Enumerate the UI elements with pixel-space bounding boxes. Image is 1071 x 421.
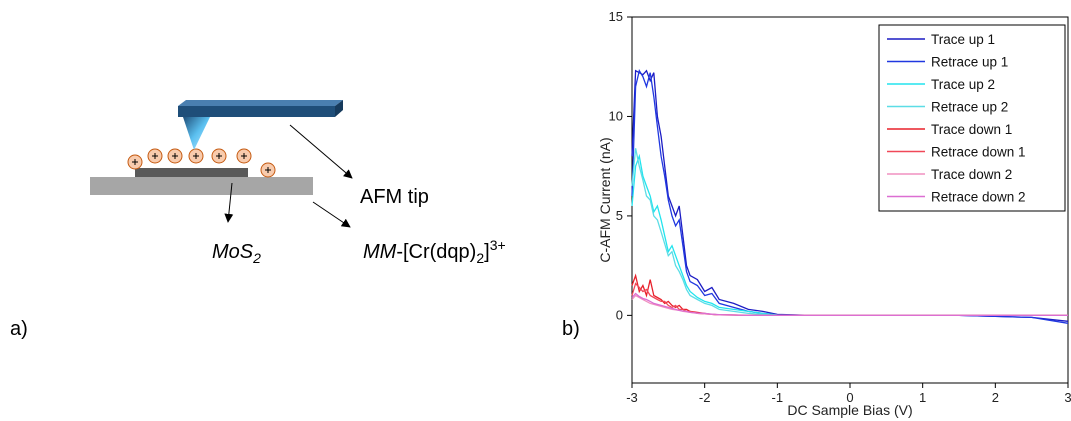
legend-label: Trace down 1 bbox=[931, 122, 1012, 137]
cantilever bbox=[178, 106, 335, 117]
x-axis-title: DC Sample Bias (V) bbox=[787, 402, 912, 418]
molecule-label: MM-[Cr(dqp)2]3+ bbox=[363, 237, 506, 266]
y-tick-label: 0 bbox=[616, 307, 623, 322]
legend-label: Trace up 2 bbox=[931, 77, 995, 92]
chart: 0 5 10 15 -3 -2 -1 0 1 2 3 DC Sample Bias (V) C-AFM … bbox=[597, 9, 1071, 418]
legend-label: Retrace down 1 bbox=[931, 145, 1026, 160]
legend-label: Retrace down 2 bbox=[931, 190, 1026, 205]
panel-label: a) bbox=[10, 318, 28, 340]
x-tick-label: 2 bbox=[992, 390, 999, 405]
arrow bbox=[312, 201, 351, 228]
afm-tip bbox=[183, 117, 210, 150]
y-tick-label: 15 bbox=[609, 9, 623, 24]
arrow bbox=[289, 124, 353, 179]
subscript: 2 bbox=[252, 250, 261, 266]
series-line bbox=[631, 292, 1068, 317]
molecules bbox=[127, 148, 276, 178]
x-tick-label: -1 bbox=[772, 390, 784, 405]
cantilever-side bbox=[335, 100, 343, 117]
cantilever-top bbox=[178, 100, 343, 106]
subscript: 2 bbox=[476, 250, 484, 266]
legend-label: Retrace up 1 bbox=[931, 55, 1008, 70]
text: MoS bbox=[212, 241, 254, 263]
text: MM bbox=[363, 241, 397, 263]
x-tick-label: 1 bbox=[919, 390, 926, 405]
x-tick-label: 0 bbox=[846, 390, 853, 405]
y-tick-label: 10 bbox=[609, 108, 623, 123]
x-tick-label: -3 bbox=[626, 390, 638, 405]
panel-label: b) bbox=[562, 318, 580, 340]
y-axis-title: C-AFM Current (nA) bbox=[597, 137, 613, 262]
text: -[Cr(dqp) bbox=[396, 241, 476, 263]
mos2-flake bbox=[135, 168, 248, 177]
text: ] bbox=[484, 241, 490, 263]
diagram: AFM tip MoS2 MM-[Cr(dqp)2]3+ a) bbox=[10, 100, 506, 340]
x-tick-label: 3 bbox=[1064, 390, 1071, 405]
legend-label: Retrace up 2 bbox=[931, 100, 1008, 115]
legend-label: Trace up 1 bbox=[931, 32, 995, 47]
superscript: 3+ bbox=[490, 237, 506, 253]
tip-label: AFM tip bbox=[360, 186, 429, 208]
legend-label: Trace down 2 bbox=[931, 167, 1012, 182]
y-tick-label: 5 bbox=[616, 208, 623, 223]
arrow bbox=[224, 182, 234, 223]
substrate bbox=[90, 177, 313, 195]
charges bbox=[132, 153, 271, 173]
substrate-label: MoS2 bbox=[212, 241, 261, 266]
x-tick-label: -2 bbox=[699, 390, 711, 405]
series-line bbox=[631, 273, 1068, 317]
legend-box bbox=[878, 24, 1066, 212]
